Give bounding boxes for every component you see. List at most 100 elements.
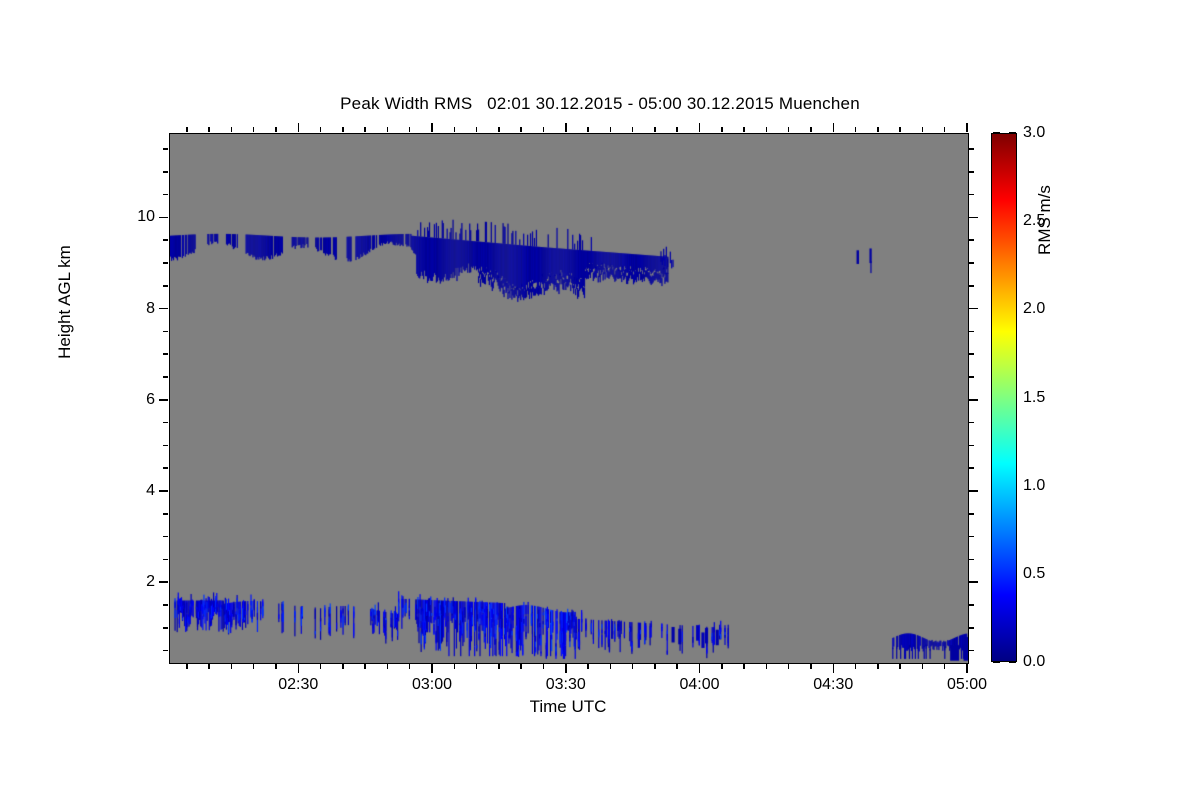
x-tick-minor [943, 663, 946, 669]
x-tick-top [319, 126, 322, 132]
y-tick-minor [162, 558, 168, 561]
x-tick-top [743, 126, 745, 132]
x-tick-minor [520, 663, 522, 669]
x-tick-top [520, 126, 522, 132]
x-tick-minor [765, 663, 768, 669]
y-tick-minor [162, 239, 168, 241]
x-tick-top [921, 126, 924, 132]
x-tick-top [587, 126, 589, 132]
x-tick-top [676, 126, 678, 132]
y-tick-minor [162, 171, 168, 173]
y-tick-minor [162, 467, 168, 469]
x-tick-top [765, 126, 768, 132]
colorbar-gradient [991, 133, 1017, 662]
x-tick-minor [275, 663, 277, 669]
y-tick-minor [162, 285, 168, 287]
x-tick-minor [877, 663, 879, 669]
x-tick-minor [364, 663, 366, 669]
x-tick-top [877, 126, 879, 132]
x-tick-label: 03:00 [411, 676, 453, 693]
x-tick-minor [319, 663, 322, 669]
y-tick-major [158, 490, 168, 492]
y-tick-right [968, 148, 974, 150]
x-tick-label: 04:30 [813, 676, 854, 693]
x-tick-top [698, 122, 701, 132]
x-tick-minor [810, 663, 812, 669]
x-tick-top [342, 126, 344, 132]
colorbar-tick-label: 1.5 [1023, 388, 1046, 406]
x-tick-top [565, 122, 567, 132]
x-tick-minor [453, 663, 456, 669]
x-tick-top [453, 126, 456, 132]
y-tick-right [968, 353, 974, 355]
y-tick-right [968, 216, 978, 219]
plot-axes [169, 133, 969, 664]
x-tick-minor [386, 663, 389, 669]
y-tick-right [968, 239, 974, 241]
x-tick-major [565, 663, 567, 673]
y-tick-minor [162, 262, 168, 264]
x-tick-minor [743, 663, 745, 669]
x-tick-minor [252, 663, 255, 669]
x-tick-major [966, 663, 968, 673]
x-tick-minor [587, 663, 589, 669]
x-tick-top [386, 126, 389, 132]
y-tick-right [968, 307, 978, 310]
x-tick-top [810, 126, 812, 132]
x-tick-label: 04:00 [679, 676, 720, 693]
y-tick-right [968, 330, 974, 333]
y-tick-label: 6 [146, 390, 155, 408]
x-tick-minor [921, 663, 924, 669]
x-tick-top [252, 126, 255, 132]
y-axis-label: Height AGL km [55, 245, 74, 359]
x-tick-minor [230, 663, 233, 669]
colorbar-tick-label: 1.0 [1023, 476, 1046, 494]
colorbar-tick-label: 2.0 [1023, 300, 1046, 318]
y-tick-right [968, 535, 974, 538]
y-tick-minor [162, 604, 168, 606]
y-tick-minor [162, 148, 168, 150]
x-tick-minor [787, 663, 790, 669]
x-tick-top [297, 122, 300, 132]
y-tick-right [968, 490, 978, 492]
x-tick-major [832, 663, 834, 673]
y-tick-right [968, 285, 974, 287]
x-tick-label: 03:30 [545, 676, 586, 693]
y-tick-minor [162, 649, 168, 652]
x-tick-top [787, 126, 790, 132]
y-tick-right [968, 171, 974, 173]
y-tick-right [968, 193, 974, 196]
x-tick-top [498, 126, 500, 132]
colorbar-tick [1008, 661, 1016, 663]
x-tick-minor [498, 663, 500, 669]
x-axis-label: Time UTC [529, 697, 607, 716]
x-tick-top [654, 126, 656, 132]
x-tick-minor [899, 663, 901, 669]
y-tick-minor [162, 376, 168, 378]
x-tick-top [631, 126, 634, 132]
x-tick-top [475, 126, 478, 132]
x-tick-minor [186, 663, 188, 669]
x-tick-minor [609, 663, 612, 669]
x-tick-top [899, 126, 901, 132]
heatmap-data-layer [170, 134, 968, 663]
x-tick-minor [475, 663, 478, 669]
y-tick-label: 2 [146, 573, 155, 591]
x-tick-minor [721, 663, 723, 669]
y-tick-major [158, 307, 168, 310]
y-tick-right [968, 604, 974, 606]
y-tick-minor [162, 193, 168, 196]
y-tick-right [968, 581, 978, 583]
x-tick-major [297, 663, 300, 673]
colorbar-label: RMS m/s [1035, 185, 1054, 255]
y-tick-major [158, 581, 168, 583]
x-tick-major [698, 663, 701, 673]
colorbar-tick-label: 3.0 [1023, 124, 1046, 141]
y-tick-label: 8 [146, 299, 155, 317]
x-tick-minor [676, 663, 678, 669]
y-tick-major [158, 216, 168, 219]
x-tick-top [609, 126, 612, 132]
x-tick-minor [408, 663, 411, 669]
x-tick-top [431, 122, 433, 132]
y-tick-major [158, 399, 168, 401]
